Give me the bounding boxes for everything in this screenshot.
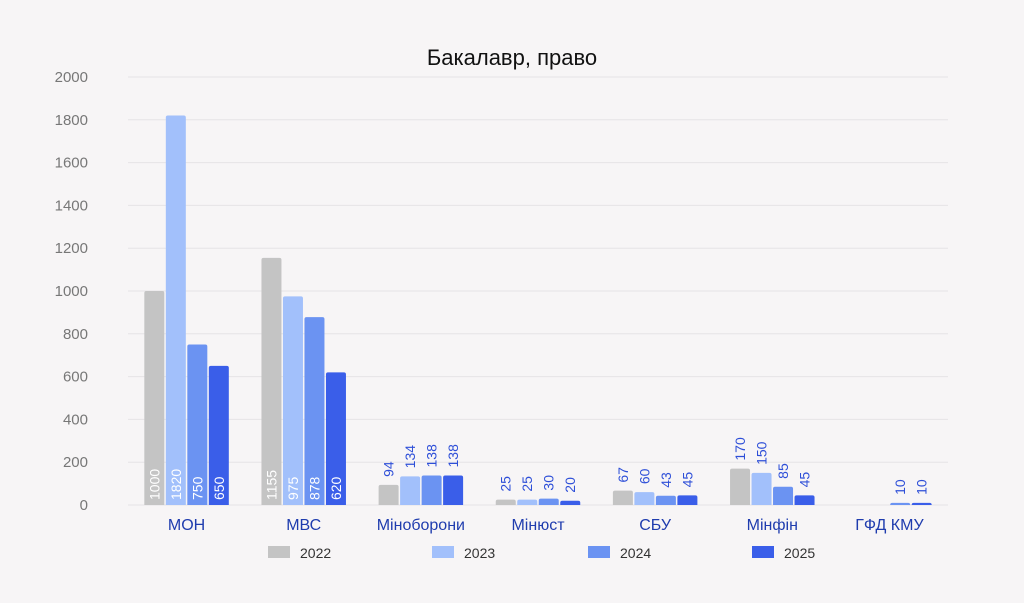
bars <box>144 115 932 506</box>
bar <box>443 475 464 505</box>
data-labels: 1000 1820 750 650 1155 975 878 620 94 134 138 138 25… <box>146 437 929 500</box>
bar <box>538 498 559 505</box>
bar <box>560 500 581 505</box>
bar <box>890 502 911 505</box>
bar <box>751 472 772 505</box>
x-tick-label: ГФД КМУ <box>855 517 924 534</box>
y-tick-label: 1600 <box>55 155 88 172</box>
data-label: 150 <box>754 441 770 465</box>
data-label: 170 <box>732 437 748 461</box>
x-tick-label: Міноборони <box>377 517 465 534</box>
bar <box>144 291 165 505</box>
bar <box>612 490 633 505</box>
y-tick-label: 2000 <box>55 69 88 86</box>
bar <box>677 495 698 505</box>
bar <box>325 372 346 505</box>
data-label: 94 <box>381 461 397 477</box>
bar <box>165 115 186 506</box>
bar <box>773 486 794 505</box>
y-tick-label: 0 <box>80 497 88 514</box>
data-label: 85 <box>775 463 791 479</box>
bar <box>400 476 421 505</box>
y-tick-label: 400 <box>63 411 88 428</box>
y-tick-label: 800 <box>63 326 88 343</box>
data-label: 138 <box>424 444 440 468</box>
legend-label: 2025 <box>784 545 815 561</box>
bar <box>517 499 538 505</box>
data-label: 45 <box>797 472 813 488</box>
y-tick-label: 1000 <box>55 283 88 300</box>
bar <box>378 484 399 505</box>
data-label: 620 <box>328 476 344 500</box>
bar <box>911 502 932 505</box>
x-tick-label: СБУ <box>639 517 672 534</box>
data-label: 60 <box>636 468 652 484</box>
legend-swatch <box>752 546 774 558</box>
data-label: 10 <box>892 479 908 495</box>
data-label: 25 <box>498 476 514 492</box>
x-axis-ticks: МОН МВС Міноборони Мінюст СБУ Мінфін ГФД КМУ <box>168 517 925 534</box>
bar <box>187 344 208 505</box>
data-label: 43 <box>658 472 674 488</box>
data-label: 45 <box>679 472 695 488</box>
legend: 2022 2023 2024 2025 <box>268 545 815 561</box>
x-tick-label: Мінфін <box>747 517 798 534</box>
legend-label: 2023 <box>464 545 495 561</box>
bar <box>634 492 655 505</box>
data-label: 750 <box>189 476 205 500</box>
data-label: 650 <box>211 476 227 500</box>
bar <box>495 499 516 505</box>
legend-label: 2024 <box>620 545 651 561</box>
bar <box>730 468 751 505</box>
data-label: 1820 <box>168 469 184 500</box>
data-label: 67 <box>615 467 631 483</box>
y-tick-label: 1800 <box>55 112 88 129</box>
x-tick-label: МОН <box>168 517 205 534</box>
y-tick-label: 1200 <box>55 240 88 257</box>
bar <box>282 296 303 505</box>
bar <box>655 495 676 505</box>
y-tick-label: 200 <box>63 454 88 471</box>
data-label: 134 <box>402 445 418 469</box>
bar <box>794 495 815 505</box>
legend-swatch <box>268 546 290 558</box>
legend-label: 2022 <box>300 545 331 561</box>
data-label: 138 <box>445 444 461 468</box>
chart-title: Бакалавр, право <box>427 45 597 70</box>
y-axis-ticks: 0 200 400 600 800 1000 1200 1400 1600 1800 2000 <box>55 69 88 514</box>
bar <box>261 257 282 505</box>
bar <box>421 475 442 505</box>
data-label: 25 <box>519 476 535 492</box>
x-tick-label: Мінюст <box>511 517 565 534</box>
data-label: 10 <box>914 479 930 495</box>
data-label: 1155 <box>263 470 279 500</box>
data-label: 878 <box>306 476 322 500</box>
x-tick-label: МВС <box>286 517 321 534</box>
data-label: 20 <box>562 477 578 493</box>
legend-swatch <box>432 546 454 558</box>
bar <box>208 365 229 505</box>
grid-lines <box>128 76 948 506</box>
y-tick-label: 1400 <box>55 197 88 214</box>
data-label: 975 <box>285 476 301 500</box>
legend-swatch <box>588 546 610 558</box>
y-tick-label: 600 <box>63 369 88 386</box>
data-label: 30 <box>541 475 557 491</box>
data-label: 1000 <box>146 469 162 500</box>
bar <box>304 317 325 505</box>
